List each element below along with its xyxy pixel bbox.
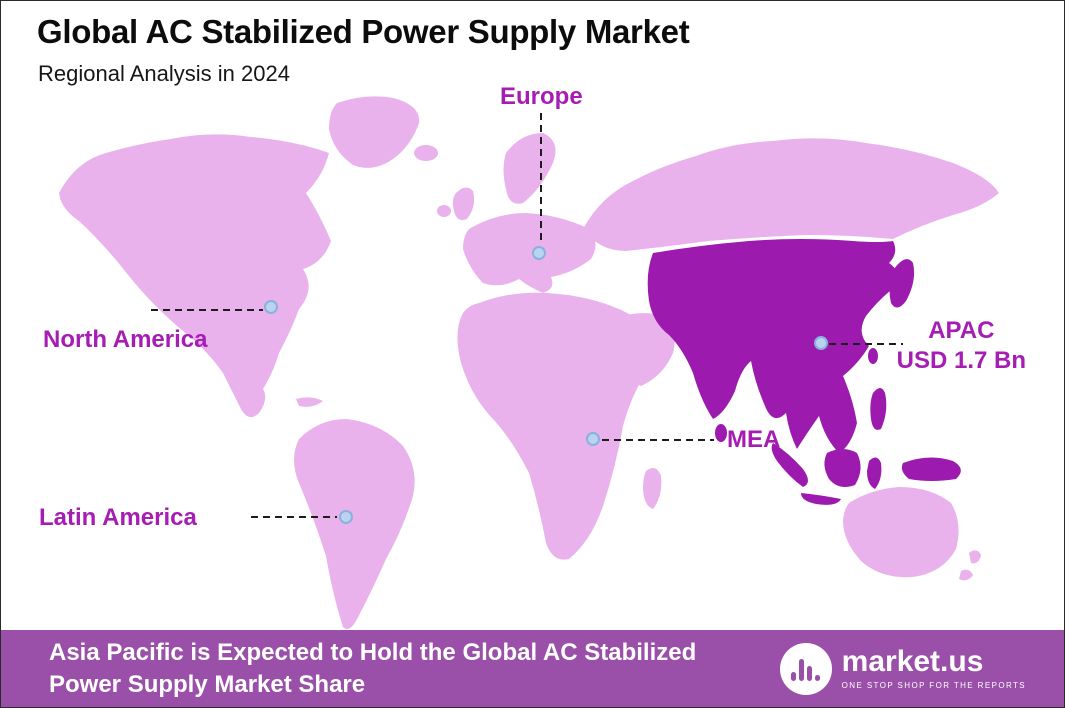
- region-ireland-shape: [437, 205, 451, 217]
- region-uk-shape: [452, 187, 475, 220]
- logo-text-block: market.us ONE STOP SHOP FOR THE REPORTS: [841, 645, 1026, 691]
- region-philippines-shape: [870, 388, 887, 430]
- region-sumatra-shape: [771, 443, 808, 487]
- bottom-banner: Asia Pacific is Expected to Hold the Glo…: [1, 630, 1064, 707]
- label-mea: MEA: [727, 426, 781, 453]
- region-arabia-shape: [611, 313, 675, 386]
- logo-tagline: ONE STOP SHOP FOR THE REPORTS: [841, 681, 1026, 690]
- region-australia-shape: [843, 487, 959, 578]
- marker-latin-america: [339, 510, 353, 524]
- page-title: Global AC Stabilized Power Supply Market: [37, 13, 690, 50]
- logo-bar-icon: [807, 665, 813, 681]
- region-south-america-shape: [294, 419, 415, 629]
- label-north-america: North America: [43, 326, 208, 353]
- region-sulawesi-shape: [867, 457, 882, 489]
- region-north-america-shape: [59, 134, 331, 418]
- label-europe: Europe: [500, 83, 583, 110]
- region-iceland-shape: [414, 145, 438, 161]
- marker-apac: [814, 336, 828, 350]
- region-japan-shape: [889, 259, 915, 308]
- logo-bar-icon: [791, 671, 797, 681]
- region-java-shape: [801, 493, 841, 505]
- region-new-zealand-shape: [959, 550, 981, 581]
- logo-bar-icon: [815, 674, 821, 681]
- region-apac-mainland-shape: [647, 239, 899, 453]
- banner-text: Asia Pacific is Expected to Hold the Glo…: [49, 639, 697, 698]
- region-borneo-shape: [824, 449, 861, 487]
- region-sri-lanka-shape: [715, 424, 727, 442]
- region-scandinavia-shape: [503, 133, 556, 204]
- marker-europe: [532, 246, 546, 260]
- marker-mea: [586, 432, 600, 446]
- marketus-logo: market.us ONE STOP SHOP FOR THE REPORTS: [779, 642, 1026, 695]
- region-taiwan-shape: [868, 348, 878, 364]
- label-latin-america: Latin America: [39, 504, 197, 531]
- page-subtitle: Regional Analysis in 2024: [38, 61, 290, 86]
- region-greenland-shape: [329, 96, 420, 168]
- label-apac: APAC USD 1.7 Bn: [897, 316, 1026, 376]
- region-africa-shape: [457, 292, 660, 560]
- region-caribbean-shape: [296, 397, 323, 407]
- region-madagascar-shape: [643, 467, 662, 509]
- region-new-guinea-shape: [901, 457, 961, 481]
- logo-name: market.us: [841, 645, 984, 678]
- label-apac-value: USD 1.7 Bn: [896, 347, 1026, 374]
- marketus-logo-icon: [779, 642, 832, 695]
- logo-bar-icon: [799, 658, 805, 681]
- region-russia-shape: [583, 138, 999, 251]
- label-apac-name: APAC: [928, 317, 995, 344]
- region-europe-shape: [463, 213, 596, 293]
- marker-north-america: [264, 300, 278, 314]
